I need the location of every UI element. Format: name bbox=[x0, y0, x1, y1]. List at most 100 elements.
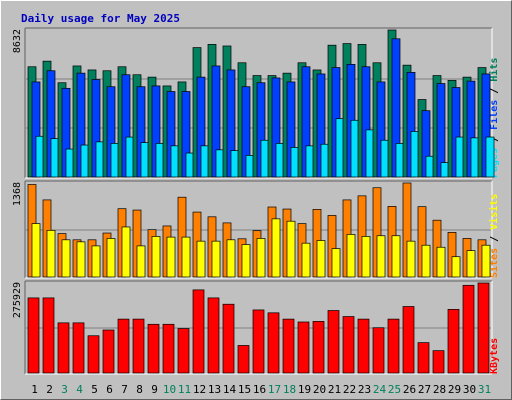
kbytes-bar bbox=[357, 318, 370, 374]
kbytes-bar bbox=[162, 323, 175, 374]
visits-bar bbox=[31, 223, 41, 278]
right-legend: Sites / Visits bbox=[488, 194, 500, 278]
x-tick-label: 14 bbox=[223, 383, 237, 396]
x-tick-label: 18 bbox=[283, 383, 296, 396]
y-max-label: 1368 bbox=[12, 182, 23, 206]
x-tick-label: 11 bbox=[178, 383, 191, 396]
visits-bar bbox=[331, 248, 341, 278]
x-tick-label: 6 bbox=[106, 383, 113, 396]
visits-bar bbox=[391, 235, 401, 278]
kbytes-bar bbox=[87, 335, 100, 374]
kbytes-bar bbox=[477, 282, 490, 374]
visits-bar bbox=[166, 236, 176, 278]
x-tick-label: 7 bbox=[121, 383, 128, 396]
kbytes-bar bbox=[27, 297, 40, 374]
visits-bar bbox=[301, 242, 311, 278]
kbytes-bar bbox=[372, 327, 385, 374]
visits-bar bbox=[451, 256, 461, 278]
x-tick-label: 25 bbox=[388, 383, 401, 396]
visits-bar bbox=[211, 240, 221, 278]
kbytes-bar bbox=[192, 289, 205, 374]
x-tick-label: 9 bbox=[151, 383, 158, 396]
legend-pages: Pages bbox=[489, 148, 500, 178]
visits-bar bbox=[76, 241, 86, 278]
x-tick-label: 1 bbox=[31, 383, 38, 396]
pages-bar bbox=[485, 136, 495, 178]
x-tick-label: 30 bbox=[463, 383, 476, 396]
x-tick-label: 27 bbox=[418, 383, 431, 396]
legend-separator: / bbox=[489, 230, 500, 248]
kbytes-bar bbox=[417, 342, 430, 374]
kbytes-bar bbox=[132, 318, 145, 374]
visits-bar bbox=[46, 229, 56, 278]
right-legend: KBytes bbox=[489, 338, 500, 374]
x-tick-label: 3 bbox=[61, 383, 68, 396]
x-tick-label: 19 bbox=[298, 383, 311, 396]
x-tick-label: 5 bbox=[91, 383, 98, 396]
x-tick-label: 21 bbox=[328, 383, 341, 396]
legend-files: Files bbox=[488, 100, 500, 130]
legend-separator: / bbox=[489, 130, 500, 148]
kbytes-bar bbox=[312, 321, 325, 374]
visits-bar bbox=[421, 244, 431, 278]
x-tick-label: 20 bbox=[313, 383, 326, 396]
x-tick-label: 29 bbox=[448, 383, 461, 396]
visits-bar bbox=[151, 236, 161, 278]
x-tick-label: 24 bbox=[373, 383, 387, 396]
kbytes-bar bbox=[177, 328, 190, 374]
x-tick-label: 17 bbox=[268, 383, 281, 396]
kbytes-bar bbox=[387, 318, 400, 374]
kbytes-bar bbox=[207, 297, 220, 374]
kbytes-bar bbox=[327, 310, 340, 374]
x-tick-label: 13 bbox=[208, 383, 221, 396]
kbytes-bar bbox=[297, 321, 310, 374]
kbytes-bar bbox=[447, 309, 460, 374]
kbytes-bar bbox=[117, 318, 130, 374]
kbytes-bar bbox=[432, 350, 445, 374]
x-tick-label: 15 bbox=[238, 383, 251, 396]
kbytes-bar bbox=[402, 306, 415, 374]
visits-bar bbox=[226, 239, 236, 278]
chart-title: Daily usage for May 2025 bbox=[21, 12, 180, 25]
visits-bar bbox=[241, 244, 251, 278]
x-tick-label: 4 bbox=[76, 383, 83, 396]
right-legend: Pages / Files / Hits bbox=[488, 58, 500, 178]
kbytes-bar bbox=[267, 312, 280, 374]
visits-bar bbox=[466, 250, 476, 278]
visits-bar bbox=[256, 238, 266, 278]
visits-bar bbox=[181, 236, 191, 278]
visits-bar bbox=[271, 218, 281, 278]
kbytes-bar bbox=[72, 322, 85, 374]
legend-sites: Sites bbox=[488, 248, 500, 278]
visits-bar bbox=[481, 244, 491, 278]
visits-bar bbox=[196, 240, 206, 278]
x-tick-label: 23 bbox=[358, 383, 371, 396]
panel-kbytes: 275929 KBytes bbox=[12, 280, 500, 375]
x-tick-label: 16 bbox=[253, 383, 266, 396]
legend-kbytes: KBytes bbox=[489, 338, 500, 374]
legend-separator: / bbox=[489, 82, 500, 100]
x-tick-label: 10 bbox=[163, 383, 176, 396]
x-tick-label: 31 bbox=[478, 383, 491, 396]
visits-bar bbox=[91, 245, 101, 278]
visits-bar bbox=[121, 226, 131, 278]
kbytes-bar bbox=[237, 345, 250, 374]
kbytes-bar bbox=[342, 316, 355, 374]
kbytes-bar bbox=[252, 309, 265, 374]
visits-bar bbox=[106, 238, 116, 278]
y-max-label: 8632 bbox=[12, 29, 23, 53]
kbytes-bar bbox=[462, 284, 475, 374]
kbytes-bar bbox=[147, 323, 160, 374]
kbytes-bar bbox=[42, 297, 55, 374]
panel-visits-sites: 1368 Sites / Visits bbox=[12, 180, 500, 279]
kbytes-bar bbox=[222, 303, 235, 374]
x-tick-label: 12 bbox=[193, 383, 206, 396]
visits-bar bbox=[316, 240, 326, 278]
x-tick-label: 8 bbox=[136, 383, 143, 396]
visits-bar bbox=[136, 245, 146, 278]
x-tick-label: 2 bbox=[46, 383, 53, 396]
legend-visits: Visits bbox=[488, 194, 500, 230]
y-max-label: 275929 bbox=[12, 282, 23, 318]
